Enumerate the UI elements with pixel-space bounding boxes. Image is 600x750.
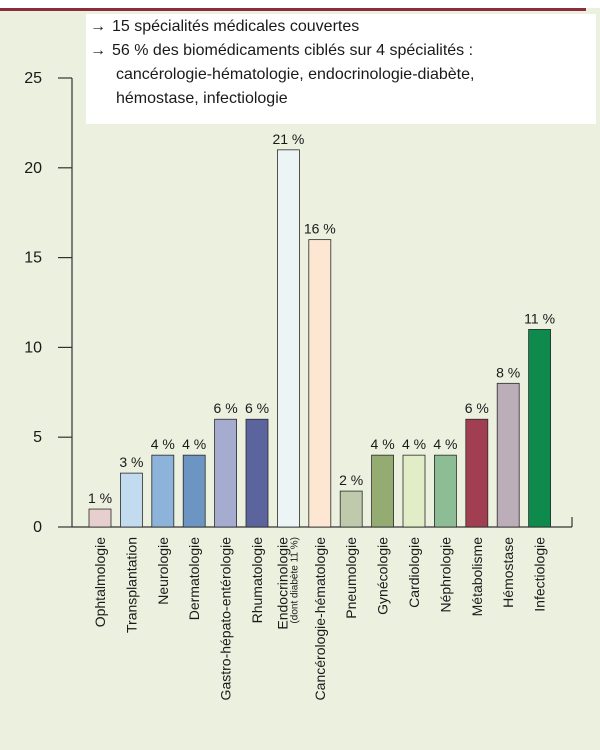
bar: [402, 454, 426, 528]
x-tick-label: Endocrinologie: [274, 537, 290, 630]
note-text-2: 56 % des biomédicaments ciblés sur 4 spé…: [112, 42, 474, 59]
y-tick-label: 5: [33, 429, 42, 446]
note-line-2: → 56 % des biomédicaments ciblés sur 4 sp…: [90, 40, 473, 62]
x-tick-sublabel: (dont diabète 11 %): [289, 537, 300, 624]
bar: [308, 239, 332, 528]
data-label: 8 %: [496, 364, 520, 380]
arrow-icon: →: [90, 18, 106, 35]
x-tick-label: Hémostase: [500, 537, 516, 608]
note-text-1: 15 spécialités médicales couvertes: [112, 18, 360, 35]
bar: [214, 418, 238, 528]
bar: [245, 418, 269, 528]
x-tick-label: Gastro-hépato-entérologie: [218, 537, 234, 701]
x-tick-label: Transplantation: [123, 537, 139, 633]
x-tick-label: Ophtalmologie: [92, 537, 108, 627]
data-label: 2 %: [339, 472, 363, 488]
summary-note: → 15 spécialités médicales couvertes → 56 …: [86, 14, 596, 124]
chart-labels: 1 % Ophtalmologie 3 % Transplantation 4 % Neu…: [88, 131, 555, 701]
note-line-1: → 15 spécialités médicales couvertes: [90, 16, 359, 38]
chart-bars: [88, 149, 551, 528]
bar: [339, 490, 363, 528]
x-tick-label: Cardiologie: [406, 537, 422, 608]
data-label: 21 %: [272, 131, 304, 147]
chart-panel: [0, 8, 600, 750]
x-tick-label: Néphrologie: [437, 537, 453, 613]
bar: [88, 508, 112, 528]
data-label: 3 %: [119, 454, 143, 470]
data-label: 4 %: [182, 436, 206, 452]
data-label: 4 %: [371, 436, 395, 452]
data-label: 6 %: [214, 400, 238, 416]
bar: [120, 472, 143, 528]
y-tick-label: 25: [24, 70, 42, 87]
y-tick-label: 10: [24, 339, 42, 356]
x-tick-label: Rhumatologie: [249, 537, 265, 624]
x-tick-label: Gynécologie: [375, 537, 391, 615]
note-line-4: hémostase, infectiologie: [116, 90, 288, 107]
data-label: 4 %: [151, 436, 175, 452]
bar: [151, 454, 175, 528]
bar: [371, 454, 395, 528]
data-label: 1 %: [88, 490, 112, 506]
bar: [276, 149, 300, 528]
data-label: 6 %: [245, 400, 269, 416]
x-tick-label: Neurologie: [155, 537, 171, 605]
bar: [496, 382, 520, 528]
bar: [182, 454, 206, 528]
bar: [465, 418, 489, 528]
data-label: 11 %: [524, 310, 555, 326]
x-tick-label: Cancérologie-hématologie: [312, 537, 328, 701]
data-label: 4 %: [433, 436, 457, 452]
y-tick-label: 15: [24, 250, 42, 267]
data-label: 6 %: [465, 400, 489, 416]
data-label: 4 %: [402, 436, 426, 452]
bar: [528, 329, 551, 528]
header-rule: [0, 8, 586, 11]
data-label: 16 %: [304, 221, 336, 237]
x-tick-label: Métabolisme: [469, 537, 485, 617]
y-tick-label: 20: [24, 160, 42, 177]
x-tick-label: Dermatologie: [186, 537, 202, 620]
x-tick-label: Infectiologie: [532, 537, 548, 612]
arrow-icon: →: [90, 42, 106, 59]
bar: [433, 454, 457, 528]
y-tick-label: 0: [33, 519, 42, 536]
x-tick-label: Pneumologie: [343, 537, 359, 619]
note-line-3: cancérologie-hématologie, endocrinologie…: [116, 66, 475, 83]
